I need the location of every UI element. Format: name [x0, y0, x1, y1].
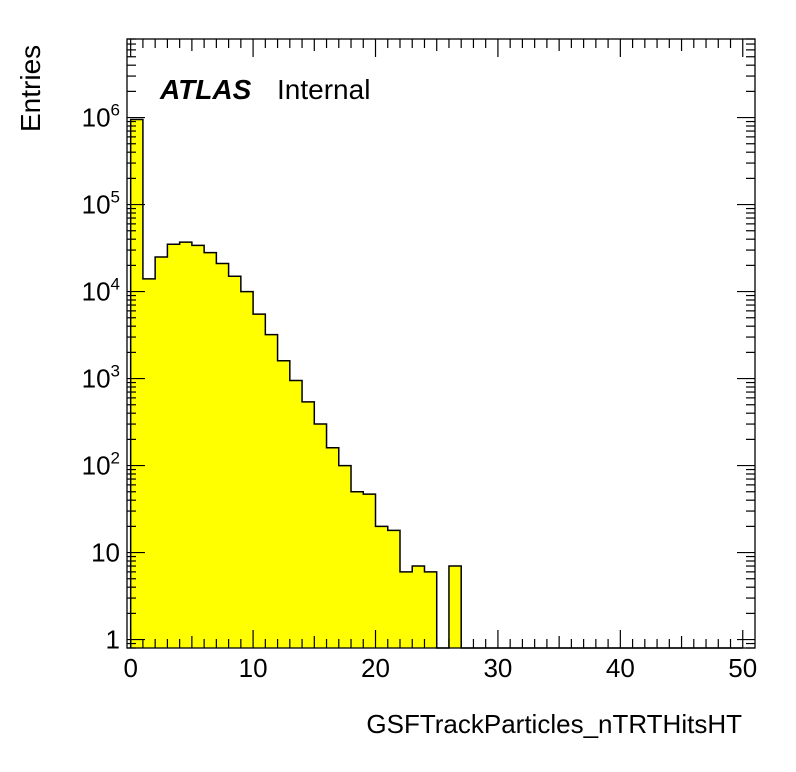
x-tick-label: 30	[483, 653, 512, 683]
histogram-bar	[179, 242, 193, 648]
y-tick-label: 105	[82, 188, 120, 220]
y-tick-labels: 1 10 102 103 104 105 106	[82, 101, 120, 655]
histogram-bar	[326, 447, 340, 648]
plot-frame	[126, 38, 756, 649]
atlas-label-bold: ATLAS	[159, 74, 252, 105]
histogram-bar	[130, 119, 144, 648]
histogram-bar	[265, 334, 278, 648]
histogram-bar	[167, 244, 181, 648]
y-axis-label: Entries	[15, 45, 46, 132]
x-tick-label: 20	[361, 653, 390, 683]
atlas-label-internal: Internal	[277, 74, 370, 105]
x-tick-label: 10	[239, 653, 268, 683]
histogram-bar	[399, 571, 413, 648]
histogram-bar	[228, 276, 242, 648]
histogram-bar	[412, 566, 425, 648]
y-tick-label: 102	[82, 449, 120, 481]
x-tick-label: 50	[728, 653, 757, 683]
histogram-bar	[142, 278, 156, 648]
x-tick-label: 40	[606, 653, 635, 683]
histogram-bar	[302, 401, 315, 648]
x-tick-labels: 0 10 20 30 40 50	[123, 653, 757, 683]
histogram-bar	[448, 566, 462, 648]
atlas-label: ATLAS Internal	[159, 74, 370, 105]
histogram-bar	[338, 465, 352, 648]
histogram-bar	[314, 424, 327, 648]
histogram-bar	[277, 360, 291, 648]
histogram-bar	[204, 252, 217, 648]
y-tick-label: 1	[106, 625, 120, 655]
histogram-bar	[289, 380, 303, 648]
histogram-bar	[191, 245, 205, 648]
y-tick-label: 103	[82, 362, 120, 394]
histogram-bar	[240, 291, 254, 648]
histogram-bar	[253, 314, 266, 648]
histogram-bar	[387, 530, 401, 648]
histogram-bar	[375, 526, 389, 648]
histogram-bar	[351, 491, 364, 648]
y-tick-label: 106	[82, 101, 120, 133]
histogram-bar	[424, 571, 438, 648]
x-tick-label: 0	[123, 653, 137, 683]
x-axis-label: GSFTrackParticles_nTRTHitsHT	[366, 709, 742, 739]
histogram-bar	[363, 494, 376, 648]
axis-ticks	[127, 38, 755, 649]
histogram-bar	[216, 263, 230, 648]
histogram-bar	[155, 256, 168, 648]
y-tick-label: 104	[82, 275, 120, 307]
y-tick-label: 10	[91, 538, 120, 568]
histogram-bars	[130, 119, 462, 648]
